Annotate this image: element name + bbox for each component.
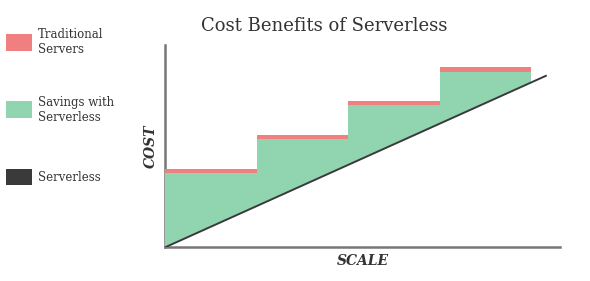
Polygon shape [440,72,531,124]
Polygon shape [165,173,257,247]
Polygon shape [440,67,531,72]
Polygon shape [348,101,440,105]
Text: Cost Benefits of Serverless: Cost Benefits of Serverless [201,17,448,35]
Polygon shape [348,105,440,165]
Text: Serverless: Serverless [38,171,101,183]
X-axis label: SCALE: SCALE [337,254,389,268]
Polygon shape [257,135,348,139]
Polygon shape [257,139,348,206]
Text: Savings with
Serverless: Savings with Serverless [38,96,114,124]
Text: Traditional
Servers: Traditional Servers [38,28,104,56]
Y-axis label: COST: COST [145,124,158,168]
Polygon shape [165,169,257,173]
